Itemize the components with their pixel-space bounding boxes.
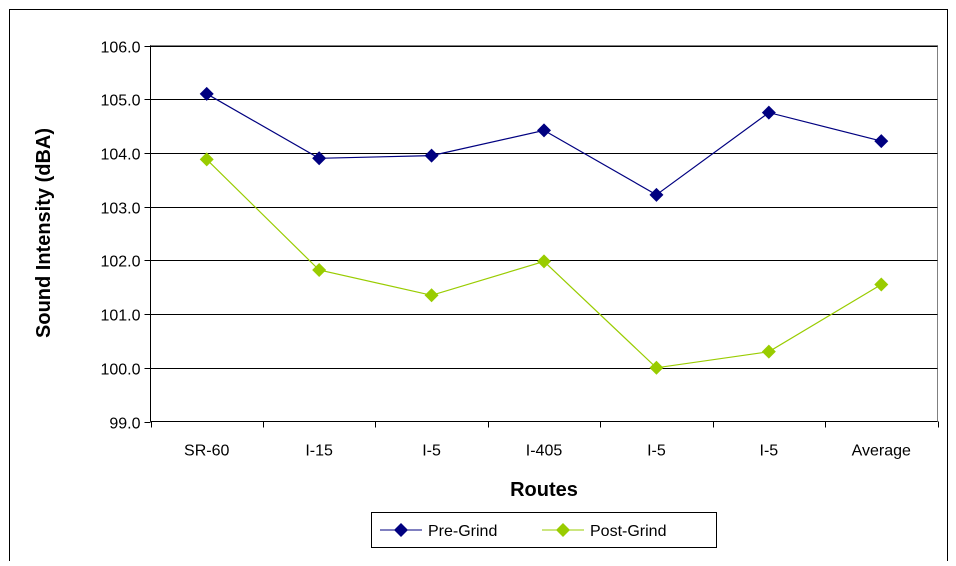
data-point-pre-grind bbox=[537, 123, 551, 138]
y-tick-label: 105.0 bbox=[100, 93, 140, 110]
x-tick-label: I-5 bbox=[760, 443, 779, 460]
data-point-pre-grind bbox=[649, 187, 664, 202]
x-tick-label: I-15 bbox=[305, 443, 333, 460]
y-tick-label: 101.0 bbox=[100, 308, 140, 325]
y-axis-title: Sound Intensity (dBA) bbox=[33, 128, 55, 338]
data-point-pre-grind bbox=[424, 148, 439, 163]
data-point-pre-grind bbox=[874, 134, 889, 149]
x-tick-label: I-5 bbox=[422, 443, 441, 460]
x-axis-title: Routes bbox=[510, 479, 578, 501]
y-tick-label: 103.0 bbox=[100, 201, 140, 218]
data-point-post-grind bbox=[312, 263, 327, 278]
data-point-post-grind bbox=[874, 277, 889, 292]
data-point-post-grind bbox=[537, 254, 551, 269]
axes: 99.0 100.0 101.0 102.0 103.0 104.0 105.0 106.0 S… bbox=[100, 40, 939, 460]
x-tick-label: SR-60 bbox=[184, 443, 229, 460]
legend: Pre-Grind Post-Grind bbox=[371, 512, 717, 548]
series bbox=[199, 86, 889, 375]
y-tick-label: 100.0 bbox=[100, 362, 140, 379]
x-tick-label: I-405 bbox=[526, 443, 563, 460]
legend-marker-pre-grind bbox=[394, 523, 408, 537]
x-tick-label: I-5 bbox=[647, 443, 666, 460]
data-point-pre-grind bbox=[199, 86, 214, 101]
legend-marker-post-grind bbox=[556, 523, 570, 537]
y-tick-label: 104.0 bbox=[100, 147, 140, 164]
gridlines bbox=[150, 46, 938, 369]
plot-area bbox=[150, 45, 938, 422]
legend-label-post-grind: Post-Grind bbox=[590, 523, 666, 540]
data-point-pre-grind bbox=[312, 151, 327, 166]
data-point-post-grind bbox=[649, 360, 664, 375]
data-point-post-grind bbox=[761, 344, 776, 359]
chart-area-border bbox=[9, 9, 948, 561]
data-point-post-grind bbox=[424, 288, 439, 303]
data-point-pre-grind bbox=[761, 105, 776, 120]
y-tick-label: 102.0 bbox=[100, 254, 140, 271]
y-tick-label: 106.0 bbox=[100, 40, 140, 57]
data-point-post-grind bbox=[199, 152, 214, 167]
legend-label-pre-grind: Pre-Grind bbox=[428, 523, 497, 540]
y-tick-label: 99.0 bbox=[109, 416, 140, 433]
x-tick-label: Average bbox=[852, 443, 911, 460]
